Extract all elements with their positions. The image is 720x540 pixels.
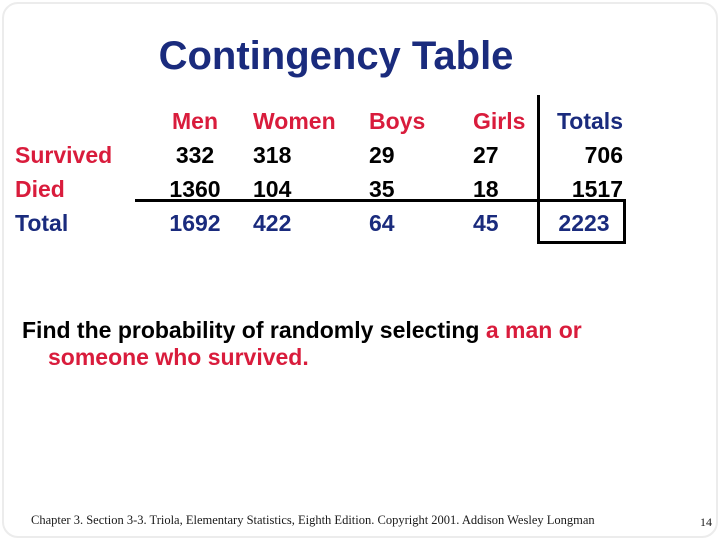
cell-died-total: 1517 <box>571 176 623 202</box>
slide-title: Contingency Table <box>158 34 514 78</box>
cell-survived-girls: 27 <box>473 142 499 168</box>
cell-total-men: 1692 <box>169 210 221 236</box>
row-label-survived: Survived <box>15 142 113 168</box>
cell-survived-men: 332 <box>175 142 215 168</box>
contingency-table: Men Women Boys Girls Totals Survived 332… <box>15 104 623 240</box>
cell-died-men: 1360 <box>169 176 221 202</box>
total-row-rule <box>135 199 540 202</box>
col-header-boys: Boys <box>369 108 426 134</box>
cell-died-women: 104 <box>253 176 292 202</box>
cell-died-boys: 35 <box>369 176 395 202</box>
grand-total-box <box>537 199 626 244</box>
question-text: Find the probability of randomly selecti… <box>22 317 582 371</box>
cell-total-girls: 45 <box>473 210 499 236</box>
cell-survived-boys: 29 <box>369 142 395 168</box>
question-line-2: someone who survived. <box>48 344 309 370</box>
cell-grand-total: 2223 <box>558 210 610 236</box>
citation-footer: Chapter 3. Section 3-3. Triola, Elementa… <box>31 513 595 527</box>
col-header-girls: Girls <box>473 108 526 134</box>
corner-cell <box>15 104 137 138</box>
col-header-men: Men <box>172 108 218 134</box>
row-label-total: Total <box>15 210 69 236</box>
cell-total-boys: 64 <box>369 210 395 236</box>
col-header-women: Women <box>253 108 336 134</box>
cell-survived-women: 318 <box>253 142 292 168</box>
cell-died-girls: 18 <box>473 176 499 202</box>
cell-total-women: 422 <box>253 210 292 236</box>
col-header-totals: Totals <box>556 108 623 134</box>
page-number: 14 <box>700 515 712 529</box>
totals-column-divider <box>537 95 540 200</box>
question-black-part: Find the probability of randomly selecti… <box>22 317 486 343</box>
question-red-part: a man or <box>485 317 582 343</box>
row-label-died: Died <box>15 176 65 202</box>
question-line-1: Find the probability of randomly selecti… <box>22 317 582 344</box>
cell-survived-total: 706 <box>584 142 623 168</box>
